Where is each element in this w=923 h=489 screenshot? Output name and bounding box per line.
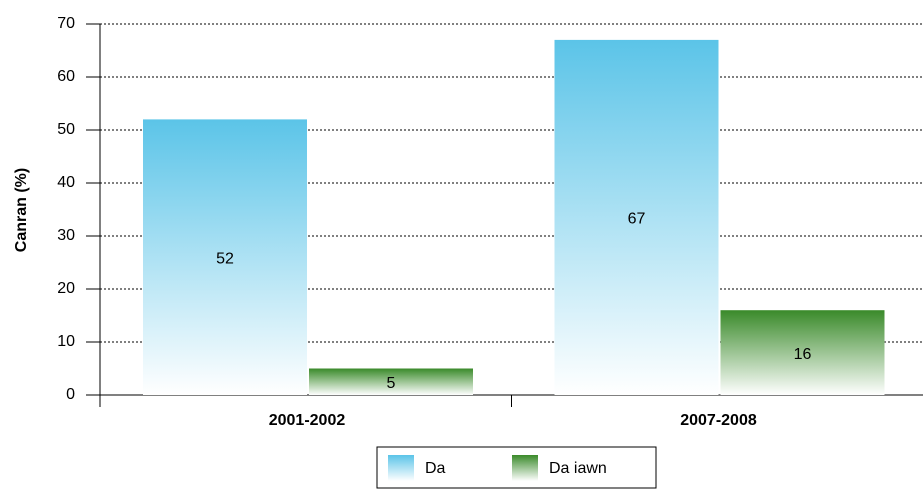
bar <box>720 310 885 395</box>
y-tick-label: 0 <box>66 386 75 403</box>
y-axis-label: Canran (%) <box>13 168 30 252</box>
y-tick-label: 40 <box>57 174 75 191</box>
y-tick-label: 70 <box>57 15 75 32</box>
legend-swatch <box>512 455 538 481</box>
value-label: 16 <box>794 346 812 363</box>
y-tick-label: 20 <box>57 280 75 297</box>
y-tick-label: 10 <box>57 333 75 350</box>
x-tick-label: 2001-2002 <box>269 412 346 429</box>
value-label: 5 <box>387 375 396 392</box>
x-tick-label: 2007-2008 <box>680 412 757 429</box>
legend-label: Da iawn <box>549 460 607 477</box>
y-tick-label: 60 <box>57 68 75 85</box>
value-label: 52 <box>216 250 234 267</box>
legend-label: Da <box>425 460 446 477</box>
legend-swatch <box>388 455 414 481</box>
y-tick-label: 50 <box>57 121 75 138</box>
y-tick-label: 30 <box>57 227 75 244</box>
bar <box>309 368 473 395</box>
bar <box>143 119 307 396</box>
value-label: 67 <box>628 211 646 228</box>
bar <box>554 39 719 396</box>
